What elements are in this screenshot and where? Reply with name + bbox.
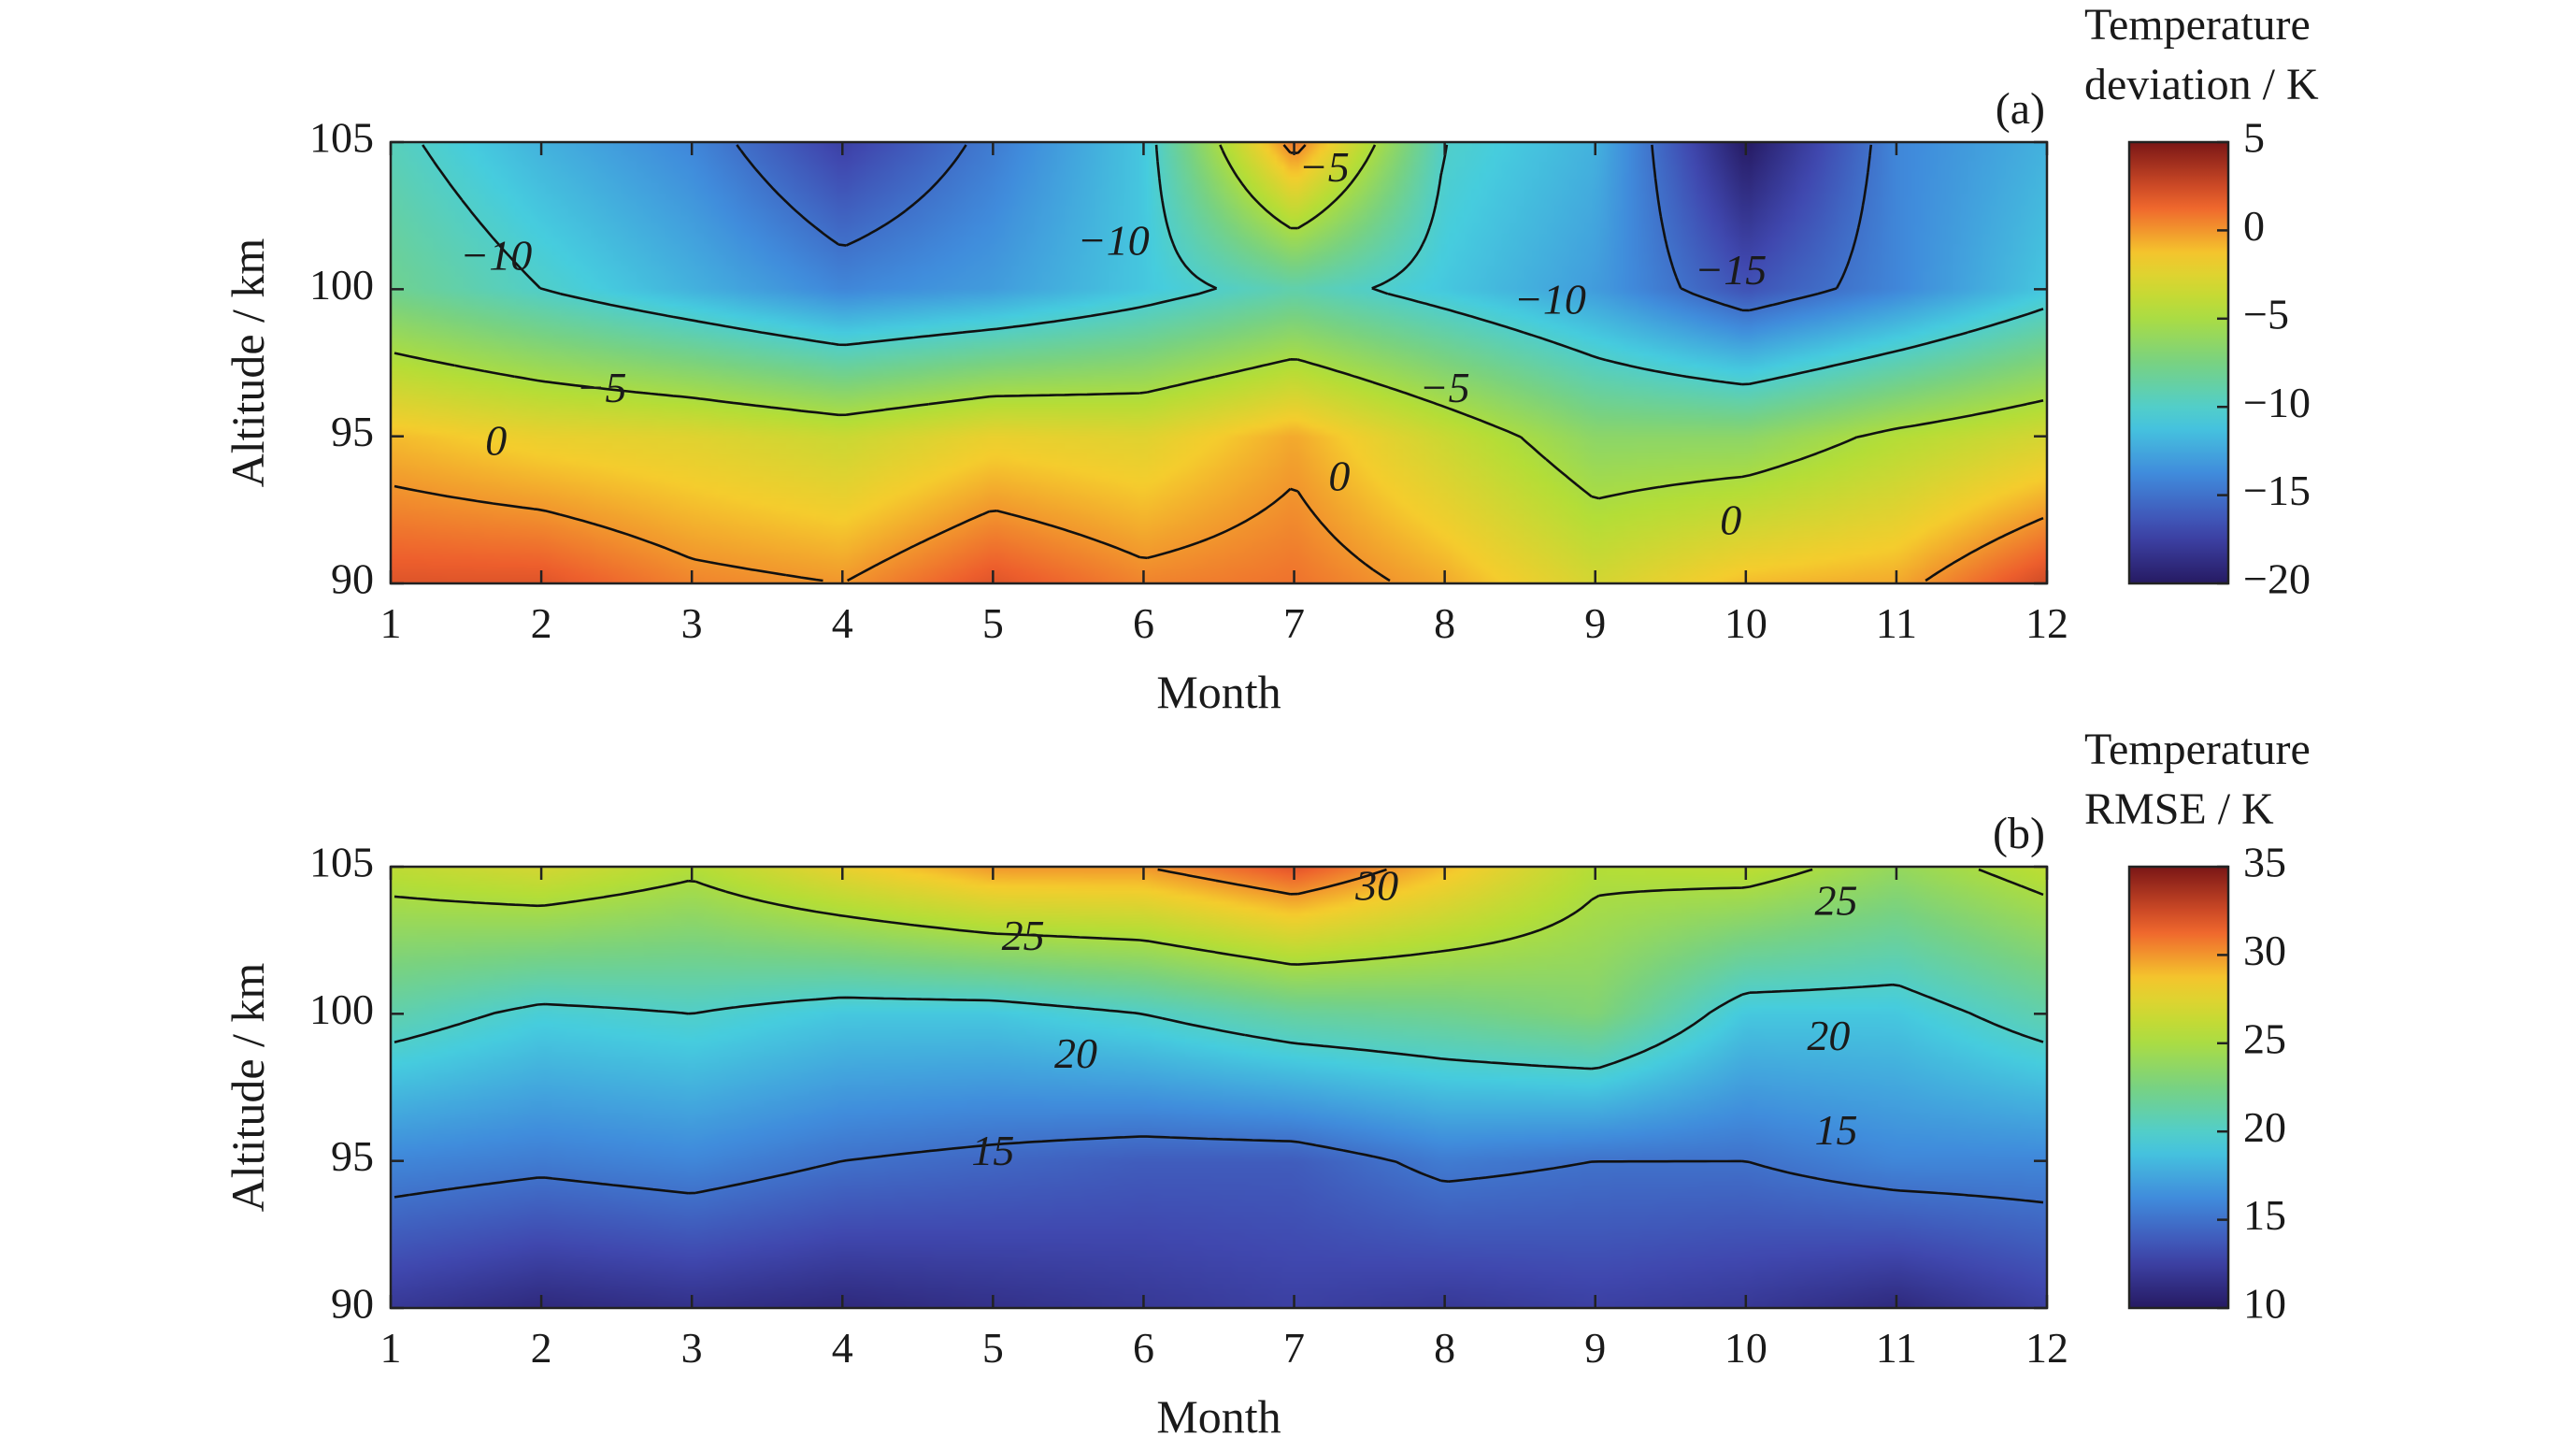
contour-label: −10 <box>1078 217 1150 265</box>
x-tick-label: 9 <box>1584 599 1606 647</box>
colorbar-tick-label: −10 <box>2243 379 2311 426</box>
colorbar-tick-label: −15 <box>2243 467 2311 514</box>
x-tick-label: 8 <box>1434 599 1455 647</box>
y-tick-label: 95 <box>331 408 374 455</box>
contour-label: −15 <box>1695 246 1767 294</box>
contour-line-25 <box>394 868 2044 966</box>
contour-label: −10 <box>1514 276 1586 323</box>
contour-label: 25 <box>1814 876 1857 924</box>
contour-line-0 <box>394 144 2044 582</box>
colorbar-tick-label: 20 <box>2243 1103 2286 1151</box>
x-tick-label: 6 <box>1133 599 1154 647</box>
contour-label: 25 <box>1002 912 1045 959</box>
y-axis-label: Altitude / km <box>222 963 274 1213</box>
colorbar <box>2127 865 2230 1310</box>
x-axis-label: Month <box>1156 1390 1281 1443</box>
contour-label: 30 <box>1354 862 1398 910</box>
colorbar <box>2127 140 2230 585</box>
contour-label: 20 <box>1054 1029 1097 1077</box>
x-tick-label: 10 <box>1724 1324 1767 1372</box>
contour-line-30 <box>1157 868 1387 896</box>
plot-frame <box>389 865 2049 1310</box>
x-tick-label: 4 <box>832 1324 853 1372</box>
x-tick-label: 5 <box>982 599 1004 647</box>
x-tick-label: 3 <box>681 599 703 647</box>
x-tick-label: 10 <box>1724 599 1767 647</box>
x-tick-label: 12 <box>2025 599 2068 647</box>
contour-label: 20 <box>1807 1012 1850 1059</box>
x-tick-label: 7 <box>1283 599 1305 647</box>
colorbar-tick-label: −5 <box>2243 290 2289 338</box>
x-tick-label: 4 <box>832 599 853 647</box>
x-tick-label: 7 <box>1283 1324 1305 1372</box>
x-tick-label: 2 <box>531 599 552 647</box>
colorbar-tick-label: 35 <box>2243 839 2286 886</box>
contour-line-20 <box>394 983 2044 1071</box>
panel-label: (a) <box>1996 84 2045 134</box>
x-tick-label: 11 <box>1876 599 1917 647</box>
x-tick-label: 11 <box>1876 1324 1917 1372</box>
colorbar-tick-label: 30 <box>2243 927 2286 974</box>
y-tick-label: 105 <box>309 839 374 886</box>
contour-label: −5 <box>577 364 627 411</box>
heatmap-field <box>391 867 2047 1308</box>
x-axis-label: Month <box>1156 666 1281 718</box>
y-tick-label: 95 <box>331 1132 374 1180</box>
x-tick-label: 1 <box>380 599 402 647</box>
colorbar-title: RMSE / K <box>2084 784 2274 834</box>
y-tick-label: 90 <box>331 555 374 603</box>
contour-label: 15 <box>1814 1106 1857 1154</box>
colorbar-tick-label: 10 <box>2243 1280 2286 1328</box>
colorbar-tick-label: −20 <box>2243 555 2311 603</box>
colorbar-title: Temperature <box>2084 725 2311 774</box>
contour-line-15 <box>394 1135 2044 1204</box>
x-tick-label: 12 <box>2025 1324 2068 1372</box>
contour-label: −5 <box>1420 364 1470 411</box>
x-tick-label: 8 <box>1434 1324 1455 1372</box>
contour-line-neg5 <box>394 144 2044 500</box>
y-tick-label: 105 <box>309 114 374 162</box>
colorbar-tick-label: 0 <box>2243 202 2265 250</box>
colorbar-tick-label: 25 <box>2243 1014 2286 1062</box>
x-tick-label: 2 <box>531 1324 552 1372</box>
y-tick-label: 100 <box>309 985 374 1033</box>
plot-frame <box>389 140 2049 585</box>
x-tick-label: 6 <box>1133 1324 1154 1372</box>
contour-label: 0 <box>485 417 507 465</box>
contour-line-neg15 <box>736 144 1873 312</box>
colorbar-tick-label: 5 <box>2243 114 2265 162</box>
y-tick-label: 100 <box>309 261 374 309</box>
contour-label: 0 <box>1720 496 1741 544</box>
x-tick-label: 9 <box>1584 1324 1606 1372</box>
y-axis-label: Altitude / km <box>222 238 274 488</box>
colorbar-tick-label: 15 <box>2243 1191 2286 1239</box>
panel-label: (b) <box>1993 809 2045 858</box>
contour-line-neg10 <box>422 144 2044 386</box>
heatmap-field <box>391 142 2047 583</box>
contour-label: −10 <box>460 231 532 279</box>
x-tick-label: 5 <box>982 1324 1004 1372</box>
y-tick-label: 90 <box>331 1280 374 1328</box>
colorbar-title: deviation / K <box>2084 60 2319 109</box>
x-tick-label: 1 <box>380 1324 402 1372</box>
contour-label: 15 <box>971 1127 1014 1174</box>
colorbar-title: Temperature <box>2084 0 2311 50</box>
contour-label: 0 <box>1328 452 1350 499</box>
contour-label: −5 <box>1299 143 1350 191</box>
x-tick-label: 3 <box>681 1324 703 1372</box>
